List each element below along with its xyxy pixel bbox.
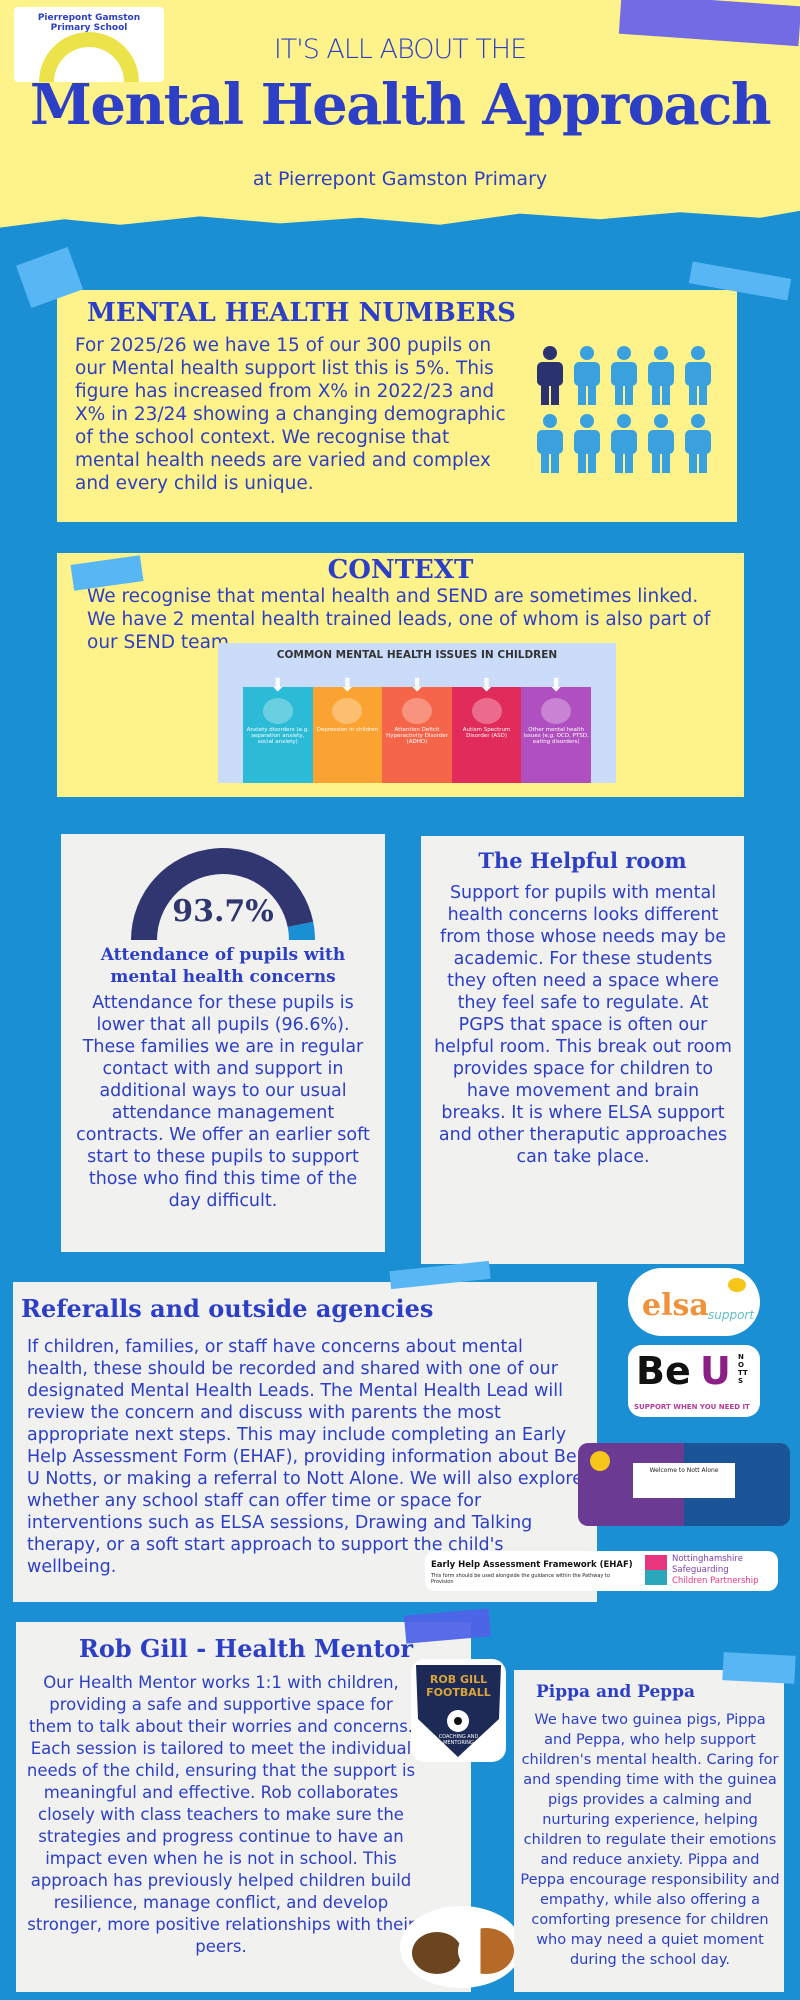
numbers-title: MENTAL HEALTH NUMBERS <box>87 298 516 328</box>
numbers-panel: MENTAL HEALTH NUMBERS For 2025/26 we hav… <box>57 290 737 522</box>
page-title: Mental Health Approach <box>29 72 772 138</box>
issue-label: Attention Deficit Hyperactivity Disorder… <box>386 727 448 745</box>
arrow-down-icon: ⬇ <box>409 675 425 696</box>
gauge-remainder <box>287 921 315 940</box>
issues-infographic: COMMON MENTAL HEALTH ISSUES IN CHILDREN … <box>218 643 616 783</box>
person-icon <box>537 414 563 473</box>
issue-card: ⬇ Autism Spectrum Disorder (ASD) <box>451 677 522 783</box>
nscp-logo-mark <box>645 1555 667 1585</box>
person-icon <box>685 414 711 473</box>
rob-gill-football-logo: ROB GILL FOOTBALL COACHING AND MENTORING <box>411 1659 506 1762</box>
issue-card: ⬇ Anxiety disorders (e.g. separation anxi… <box>243 677 313 783</box>
decorative-tape <box>403 1608 492 1644</box>
arrow-down-icon: ⬇ <box>339 675 355 696</box>
ehaf-banner: Early Help Assessment Framework (EHAF) T… <box>425 1551 778 1591</box>
person-icon <box>574 346 600 405</box>
context-panel: CONTEXT We recognise that mental health … <box>57 553 744 797</box>
person-icon <box>611 414 637 473</box>
elsa-logo: elsa support <box>628 1268 760 1336</box>
decorative-tape <box>722 1652 796 1684</box>
sun-icon <box>590 1451 610 1471</box>
attendance-value: 93.7% <box>172 894 274 929</box>
issue-card: ⬇ Depression in children <box>312 677 383 783</box>
helpful-room-panel: The Helpful room Support for pupils with… <box>421 836 744 1264</box>
helpful-room-text: Support for pupils with mental health co… <box>434 883 732 1167</box>
attendance-text: Attendance for these pupils is lower tha… <box>76 993 370 1211</box>
issue-card: ⬇ Attention Deficit Hyperactivity Disorde… <box>382 677 452 783</box>
torn-edge <box>0 210 800 236</box>
person-icon <box>611 346 637 405</box>
arrow-down-icon: ⬇ <box>479 675 495 696</box>
person-icon <box>537 346 563 405</box>
issue-label: Autism Spectrum Disorder (ASD) <box>462 727 511 739</box>
pets-text: We have two guinea pigs, Pippa and Peppa… <box>520 1712 780 1968</box>
kicker: IT'S ALL ABOUT THE <box>273 34 527 65</box>
issue-card: ⬇ Other mental health issues (e.g. OCD, P… <box>521 677 591 783</box>
mentor-title: Rob Gill - Health Mentor <box>78 1634 414 1663</box>
be-u-notts-logo: Be U NOTTS SUPPORT WHEN YOU NEED IT <box>628 1345 760 1417</box>
person-icon <box>574 414 600 473</box>
context-title: CONTEXT <box>327 555 474 585</box>
person-icon <box>648 346 674 405</box>
infographic-title: COMMON MENTAL HEALTH ISSUES IN CHILDREN <box>276 649 558 661</box>
pets-title: Pippa and Peppa <box>536 1682 696 1702</box>
subtitle: at Pierrepont Gamston Primary <box>252 168 548 190</box>
context-text: We recognise that mental health and SEND… <box>87 586 711 653</box>
mentor-text: Our Health Mentor works 1:1 with childre… <box>26 1673 416 1956</box>
gauge-fill <box>131 847 314 940</box>
attendance-panel: 93.7% Attendance of pupils with mental h… <box>61 834 385 1252</box>
pets-panel: Pippa and Peppa We have two guinea pigs,… <box>514 1670 784 1992</box>
numbers-text: For 2025/26 we have 15 of our 300 pupils… <box>75 335 506 494</box>
arrow-down-icon: ⬇ <box>270 675 286 696</box>
school-logo: Pierrepont Gamston Primary School <box>14 7 164 82</box>
issue-label: Depression in children <box>316 727 379 733</box>
bee-icon <box>728 1278 746 1292</box>
referrals-title: Referalls and outside agencies <box>21 1294 434 1323</box>
attendance-gauge <box>131 847 315 940</box>
helpful-room-title: The Helpful room <box>478 848 687 873</box>
people-pictogram <box>537 346 711 473</box>
referrals-text: If children, families, or staff have con… <box>27 1337 584 1577</box>
guinea-pigs-photo <box>400 1906 522 1988</box>
nott-alone-image: Welcome to Nott Alone <box>578 1443 790 1526</box>
arrow-down-icon: ⬇ <box>548 675 564 696</box>
referrals-panel: Referalls and outside agencies If childr… <box>13 1282 597 1602</box>
attendance-title: Attendance of pupils with mental health … <box>100 945 346 987</box>
mentor-panel: Rob Gill - Health Mentor Our Health Ment… <box>16 1622 471 1992</box>
person-icon <box>685 346 711 405</box>
issue-label: Other mental health issues (e.g. OCD, PT… <box>523 727 589 745</box>
person-icon <box>648 414 674 473</box>
issue-label: Anxiety disorders (e.g. separation anxie… <box>246 727 309 745</box>
